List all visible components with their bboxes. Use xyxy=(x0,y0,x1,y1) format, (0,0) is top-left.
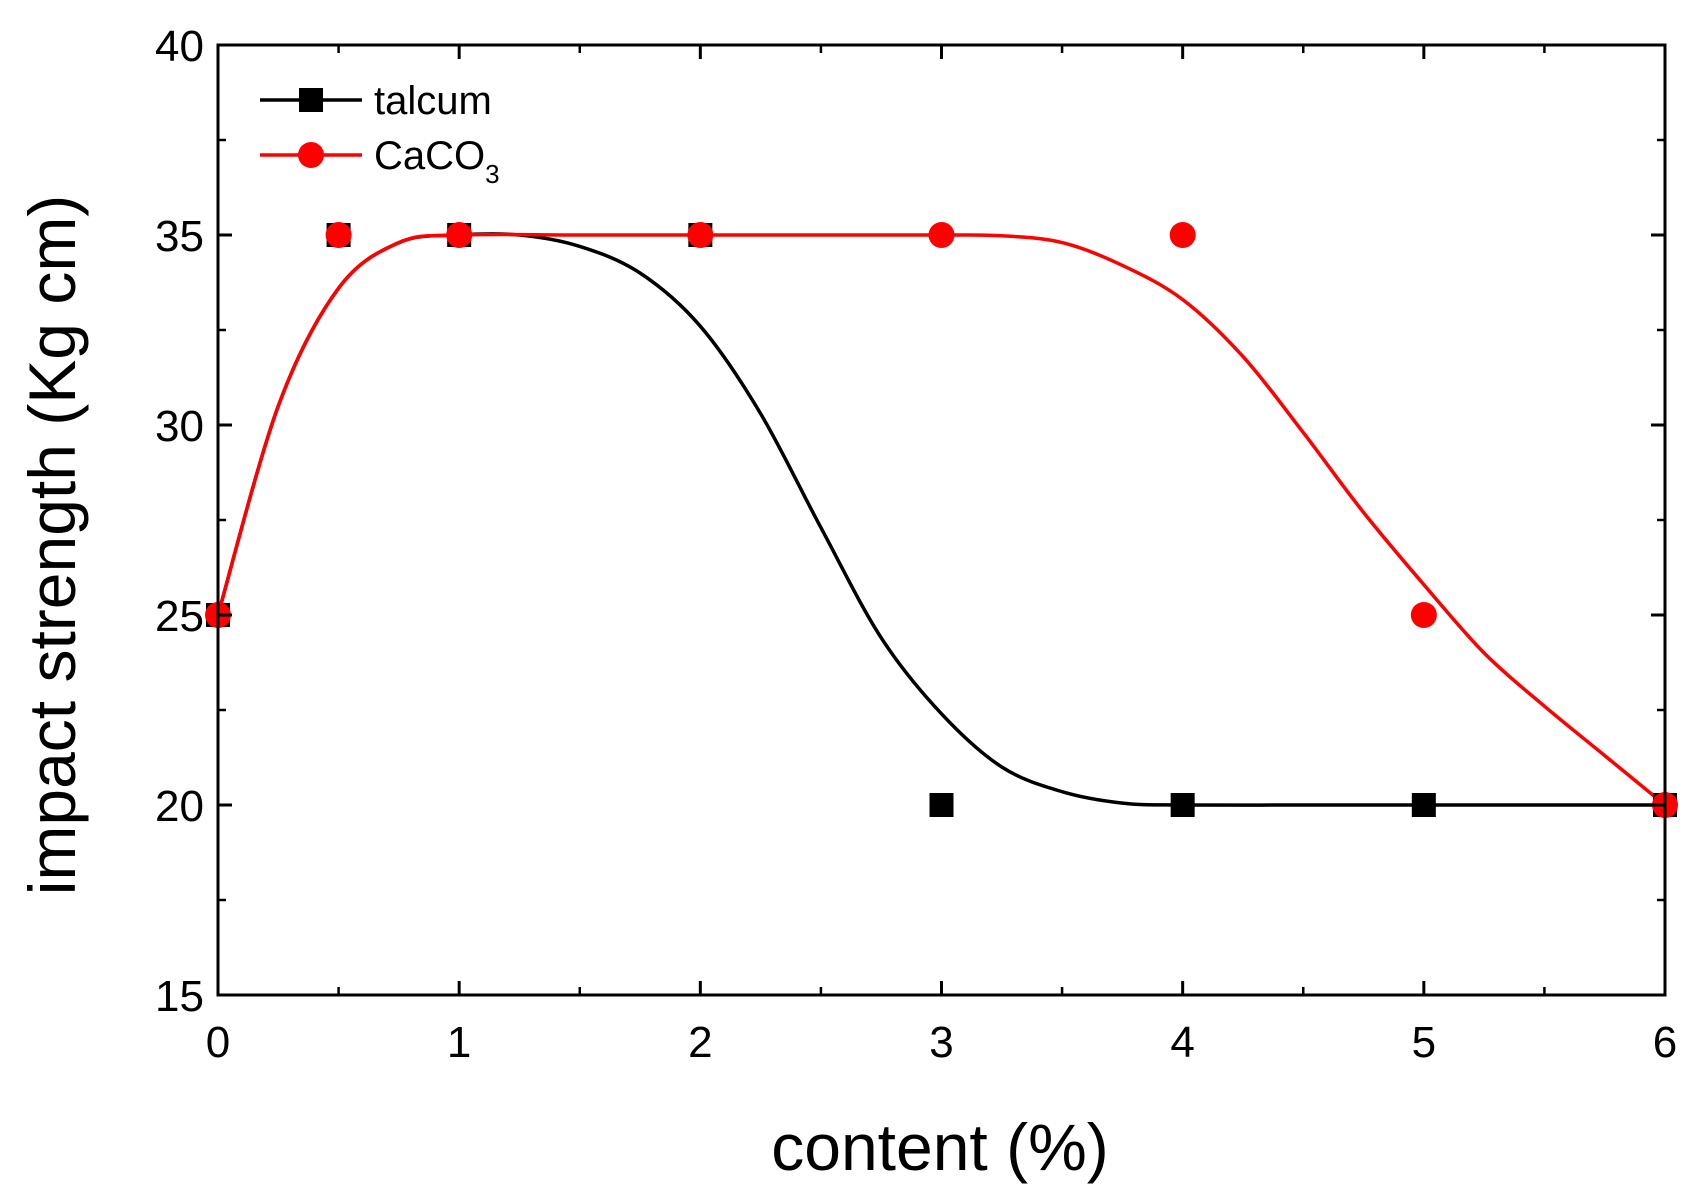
legend: talcum CaCO3 xyxy=(260,79,500,189)
fit-curves-layer xyxy=(216,232,1667,807)
markers-layer xyxy=(205,222,1678,818)
data-point-talcum xyxy=(1411,793,1436,817)
y-tick-label: 35 xyxy=(155,212,204,261)
data-point-caco3 xyxy=(1410,602,1437,628)
data-point-caco3 xyxy=(687,222,714,248)
x-tick-label: 5 xyxy=(1412,1018,1436,1067)
legend-marker-talcum xyxy=(299,88,323,112)
y-axis-title: impact strength (Kg cm) xyxy=(15,195,89,896)
data-point-caco3 xyxy=(325,222,352,248)
data-point-talcum xyxy=(929,793,954,817)
fit-curve-talcum xyxy=(216,232,1665,807)
y-tick-label: 40 xyxy=(155,22,204,71)
x-tick-label: 3 xyxy=(929,1018,953,1067)
data-point-caco3 xyxy=(1169,222,1196,248)
y-tick-label: 20 xyxy=(155,782,204,831)
data-point-caco3 xyxy=(928,222,955,248)
x-tick-label: 1 xyxy=(447,1018,471,1067)
x-tick-label: 0 xyxy=(206,1018,230,1067)
legend-marker-caco3 xyxy=(298,142,324,168)
x-axis-title: content (%) xyxy=(771,1110,1108,1184)
x-tick-label: 2 xyxy=(688,1018,712,1067)
plot-frame xyxy=(216,43,1667,997)
data-point-talcum xyxy=(1170,793,1195,817)
x-tick-label: 6 xyxy=(1653,1018,1677,1067)
y-tick-label: 15 xyxy=(155,972,204,1021)
data-point-caco3 xyxy=(446,222,473,248)
y-tick-label: 25 xyxy=(155,592,204,641)
y-tick-label: 30 xyxy=(155,402,204,451)
legend-label-caco3: CaCO3 xyxy=(374,134,500,189)
fit-curve-caco3 xyxy=(216,232,1667,807)
x-tick-label: 4 xyxy=(1170,1018,1194,1067)
axes-layer: 0 1 2 3 4 5 6 15 20 25 30 35 40 xyxy=(155,22,1677,1067)
legend-label-talcum: talcum xyxy=(374,79,492,123)
